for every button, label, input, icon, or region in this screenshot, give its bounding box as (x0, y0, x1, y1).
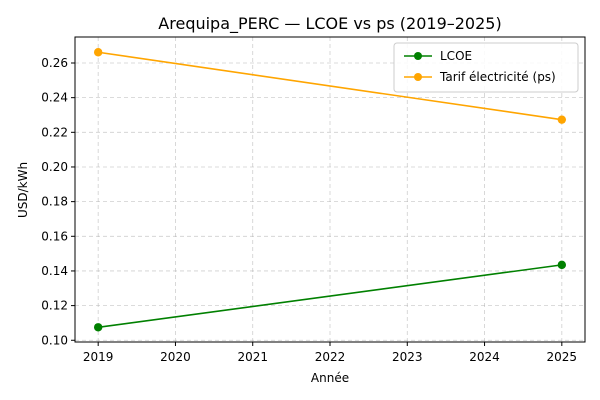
x-tick-label: 2024 (469, 350, 500, 364)
grid-layer (75, 37, 585, 342)
series-layer (93, 48, 567, 332)
legend-marker-lcoe (414, 52, 422, 60)
x-tick-label: 2022 (315, 350, 346, 364)
x-tick-label: 2020 (160, 350, 191, 364)
legend-label-lcoe: LCOE (440, 49, 472, 63)
y-tick-label: 0.10 (41, 333, 68, 347)
y-tick-label: 0.16 (41, 229, 68, 243)
legend-marker-tariff (414, 73, 422, 81)
y-tick-label: 0.18 (41, 195, 68, 209)
y-tick-label: 0.24 (41, 91, 68, 105)
series-line-1 (98, 51, 562, 121)
x-axis-label: Année (311, 371, 349, 385)
series-1-point (557, 115, 567, 124)
legend-label-tariff: Tarif électricité (ps) (439, 70, 556, 84)
series-1-point (93, 48, 103, 57)
y-tick-label: 0.20 (41, 160, 68, 174)
tick-layer: 2019 2020 2021 2022 2023 2024 2025 0.10 0.12 0.14… (41, 56, 577, 364)
series-0-point (557, 260, 567, 270)
legend: LCOE Tarif électricité (ps) (393, 42, 579, 93)
x-tick-label: 2019 (83, 350, 114, 364)
y-axis-label: USD/kWh (16, 162, 30, 218)
series-0-point (93, 323, 103, 332)
y-tick-label: 0.14 (41, 264, 68, 278)
y-tick-label: 0.26 (41, 56, 68, 70)
x-tick-label: 2021 (237, 350, 268, 364)
x-tick-label: 2025 (547, 350, 578, 364)
x-tick-label: 2023 (392, 350, 423, 364)
y-tick-label: 0.22 (41, 125, 68, 139)
legend-box (393, 42, 579, 93)
series-line-0 (98, 264, 562, 329)
y-tick-label: 0.12 (41, 299, 68, 313)
chart-title: Arequipa_PERC — LCOE vs ps (2019–2025) (158, 14, 501, 34)
